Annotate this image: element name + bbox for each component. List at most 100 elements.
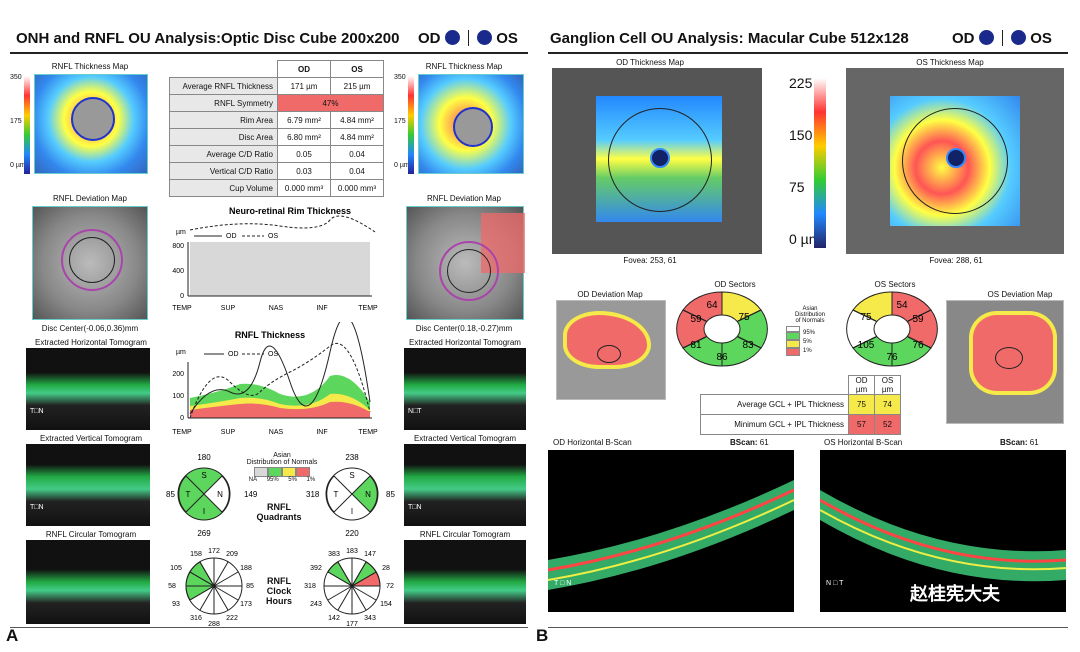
- od-deviation-map-label: OD Deviation Map: [577, 290, 643, 299]
- svg-text:I: I: [203, 507, 205, 516]
- od-circ-tomo-label: RNFL Circular Tomogram: [45, 530, 137, 539]
- od-bscan-label: OD Horizontal B-Scan: [553, 438, 632, 447]
- svg-text:I: I: [351, 507, 353, 516]
- svg-text:N: N: [365, 490, 371, 499]
- od-vert-tomo-label: Extracted Vertical Tomogram: [39, 434, 143, 443]
- os-clock-value: 147: [364, 551, 376, 558]
- svg-text:N: N: [217, 490, 223, 499]
- os-label: OS: [496, 30, 518, 47]
- os-clock-value: 343: [364, 615, 376, 622]
- od-rnfl-deviation-map-label: RNFL Deviation Map: [53, 194, 127, 203]
- rim-ytick: 400: [172, 268, 184, 275]
- left-od-os-legend: OD OS: [418, 30, 518, 47]
- os-horizontal-bscan: N □ T 赵桂宪大夫: [820, 450, 1066, 612]
- od-deviation-map-image: [32, 206, 148, 320]
- od-macular-thickness-map: [552, 68, 762, 254]
- table-row: Rim Area 6.79 mm² 4.84 mm²: [169, 111, 384, 129]
- os-clock-value: 183: [346, 548, 358, 555]
- rim-xtick: TEMP: [172, 305, 192, 312]
- quadrants-label: RNFL Quadrants: [256, 502, 302, 522]
- od-horizontal-tomogram: T□N: [26, 348, 150, 430]
- os-sector-value: 76: [912, 340, 924, 351]
- od-dot-icon: [978, 30, 994, 45]
- od-quadrant-n-value: 149: [244, 490, 258, 499]
- rim-legend-od: OD: [226, 233, 237, 240]
- macular-scale: 225 150 75 0 µm: [789, 75, 821, 247]
- od-scale: 350 175 0 µm: [10, 74, 26, 169]
- table-row: Disc Area 6.80 mm² 4.84 mm²: [169, 128, 384, 146]
- norms-legend: Asian Distribution of Normals NA 95% 5% 1%: [246, 452, 318, 483]
- table-header-od: OD: [277, 60, 331, 78]
- od-colorbar: [24, 76, 30, 174]
- od-clock-value: 172: [208, 548, 220, 555]
- os-circular-tomogram: [404, 540, 526, 624]
- svg-text:S: S: [349, 471, 354, 480]
- table-row: RNFL Symmetry 47%: [169, 94, 384, 112]
- od-quadrant-s-value: 180: [197, 453, 211, 462]
- os-quadrant-i-value: 220: [345, 529, 359, 538]
- os-clock-hours-chart: 183 147 28 72 154 343 177 142 243 318 39…: [304, 548, 394, 628]
- os-sectors-label: OS Sectors: [874, 280, 916, 289]
- od-clock-value: 93: [172, 601, 180, 608]
- os-sector-value: 75: [860, 312, 872, 323]
- rnfl-ytick: 0: [180, 415, 184, 422]
- scale-min: 0 µm: [10, 162, 26, 169]
- clock-hours-label: RNFL Clock Hours: [265, 576, 292, 606]
- tomogram-orientation: T□N: [30, 408, 44, 415]
- od-circular-tomogram: [26, 540, 150, 624]
- os-thickness-map-label: OS Thickness Map: [916, 58, 984, 67]
- od-fovea: Fovea: 253, 61: [623, 256, 677, 265]
- od-clock-value: 173: [240, 601, 252, 608]
- od-clock-value: 158: [190, 551, 202, 558]
- table-row: Average RNFL Thickness 171 µm 215 µm: [169, 77, 384, 95]
- od-quadrants-chart: 180 S N I T 149 269 85: [166, 453, 258, 538]
- od-dot-icon: [444, 30, 460, 45]
- od-sectors-chart: 64 75 83 86 81 59: [676, 291, 768, 367]
- od-deviation-map-image: [556, 300, 666, 400]
- od-clock-value: 58: [168, 583, 176, 590]
- panel-label-a: A: [6, 626, 19, 645]
- od-clock-value: 316: [190, 615, 202, 622]
- os-rnfl-thickness-map-label: RNFL Thickness Map: [425, 62, 503, 71]
- os-quadrant-s-value: 238: [345, 453, 359, 462]
- os-horiz-tomo-label: Extracted Horizontal Tomogram: [409, 338, 521, 347]
- rnfl-xtick: TEMP: [172, 429, 192, 436]
- rnfl-legend-od: OD: [228, 351, 239, 358]
- rim-plot-area: [190, 242, 370, 296]
- od-sector-value: 59: [690, 314, 702, 325]
- panel-label-b: B: [536, 626, 549, 645]
- os-clock-value: 177: [346, 621, 358, 628]
- os-quadrants-chart: 238 S N I T 85 220 318: [306, 453, 395, 538]
- os-bscan-label: OS Horizontal B-Scan: [824, 438, 903, 447]
- table-row: Minimum GCL + IPL Thickness 57 52: [700, 414, 901, 435]
- od-clock-value: 188: [240, 565, 252, 572]
- os-dot-icon: [1011, 30, 1027, 45]
- od-sector-value: 81: [690, 340, 702, 351]
- right-od-os-legend: OD OS: [952, 30, 1052, 47]
- os-quadrant-t-value: 318: [306, 490, 320, 499]
- rnfl-legend-os: OS: [268, 351, 278, 358]
- rnfl-symmetry-value: 47%: [277, 94, 384, 112]
- od-sector-value: 64: [706, 300, 718, 311]
- od-clock-value: 222: [226, 615, 238, 622]
- rim-xtick: TEMP: [358, 305, 378, 312]
- table-row: Vertical C/D Ratio 0.03 0.04: [169, 162, 384, 180]
- rnfl-ytick: 200: [172, 371, 184, 378]
- table-row: Cup Volume 0.000 mm³ 0.000 mm³: [169, 179, 384, 197]
- os-horizontal-tomogram: N□T: [404, 348, 526, 430]
- scale-mid: 175: [10, 118, 22, 125]
- rnfl-thickness-chart: RNFL Thickness µm OD OS 200 100 0 TEMP S…: [172, 322, 378, 436]
- os-circ-tomo-label: RNFL Circular Tomogram: [419, 530, 511, 539]
- os-thickness-map-image: [418, 74, 524, 174]
- rim-unit: µm: [176, 229, 186, 236]
- os-scale: 350 175 0 µm: [394, 74, 410, 169]
- rim-ytick: 800: [172, 243, 184, 250]
- rnfl-metrics-table: OD OS Average RNFL Thickness 171 µm 215 µm …: [169, 60, 384, 197]
- left-title: ONH and RNFL OU Analysis:Optic Disc Cube…: [16, 30, 400, 47]
- rnfl-chart-title: RNFL Thickness: [235, 330, 305, 340]
- os-clock-value: 243: [310, 601, 322, 608]
- os-vertical-tomogram: T□N: [404, 444, 526, 526]
- od-sectors-label: OD Sectors: [714, 280, 756, 289]
- os-clock-value: 392: [310, 565, 322, 572]
- os-vert-tomo-label: Extracted Vertical Tomogram: [413, 434, 517, 443]
